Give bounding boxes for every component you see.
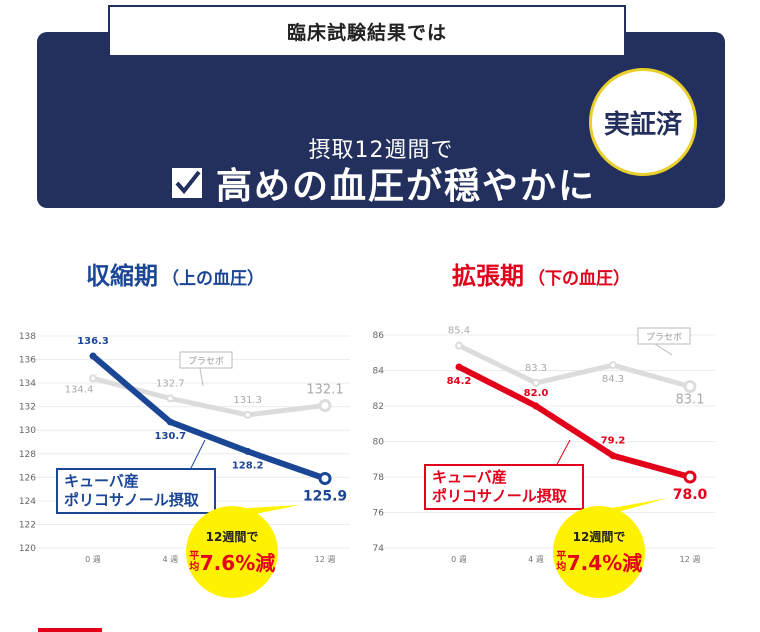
systolic-placebo-value: 131.3 (233, 395, 262, 406)
systolic-title-sub: （上の血圧） (162, 269, 264, 289)
diastolic-placebo-point (609, 361, 617, 370)
diastolic-result-period: 12週間で (572, 530, 626, 544)
systolic-intake-value: 128.2 (232, 460, 264, 471)
diastolic-result-bubble: 12週間で 平均 7.4%減 (553, 506, 645, 598)
diastolic-intake-value: 78.0 (673, 487, 708, 503)
diastolic-intake-line (457, 364, 691, 480)
diastolic-placebo-point (532, 378, 540, 387)
systolic-intake-label: キューバ産 ポリコサノール摂取 (56, 468, 216, 514)
verified-seal: 実証済 (589, 68, 697, 176)
systolic-intake-value: 130.7 (155, 431, 187, 442)
systolic-result-period: 12週間で (205, 530, 259, 544)
diastolic-placebo-tag: プラセボ (646, 332, 682, 343)
diastolic-x-tick-label: 0 週 (451, 555, 467, 564)
diastolic-result-prefix: 平均 (556, 550, 567, 573)
systolic-result-value: 7.6%減 (199, 551, 276, 575)
systolic-y-tick-label: 122 (19, 520, 36, 530)
diastolic-placebo-point (683, 379, 697, 393)
banner-subheading: 摂取12週間で (308, 138, 454, 163)
systolic-result-bubble: 12週間で 平均 7.6%減 (186, 506, 278, 598)
diastolic-y-tick-label: 74 (373, 544, 385, 554)
systolic-intake-value: 125.9 (303, 489, 347, 505)
diastolic-y-tick-label: 80 (373, 438, 385, 448)
systolic-y-tick-label: 124 (19, 497, 36, 507)
systolic-result-prefix: 平均 (189, 550, 200, 573)
diastolic-placebo-point (455, 341, 463, 350)
diastolic-title: 拡張期 （下の血圧） (452, 256, 630, 291)
systolic-placebo-tag-leader (199, 367, 204, 387)
systolic-y-tick-label: 130 (19, 426, 36, 436)
checkbox-icon (170, 166, 204, 200)
systolic-intake-label-line1: キューバ産 (64, 472, 139, 490)
diastolic-intake-value: 79.2 (601, 436, 626, 447)
systolic-x-tick-label: 0 週 (85, 555, 101, 564)
banner-headline: 高めの血圧が穏やかに (216, 166, 597, 207)
diastolic-y-tick-label: 82 (373, 402, 384, 412)
systolic-intake-point (166, 418, 174, 426)
systolic-placebo-tag: プラセボ (188, 356, 224, 367)
diastolic-intake-point (609, 452, 617, 460)
systolic-intake-label-line2: ポリコサノール摂取 (64, 491, 199, 509)
banner-headline-row: 高めの血圧が穏やかに (170, 160, 597, 207)
diastolic-intake-point (683, 470, 697, 484)
diastolic-placebo-value: 83.3 (525, 363, 547, 374)
systolic-x-tick-label: 12 週 (315, 555, 336, 564)
diastolic-x-tick-label: 4 週 (528, 555, 544, 564)
systolic-x-tick-label: 4 週 (163, 555, 179, 564)
diastolic-title-sub: （下の血圧） (528, 269, 630, 289)
systolic-intake-point (318, 472, 332, 486)
diastolic-placebo-value: 85.4 (448, 326, 470, 337)
diastolic-x-tick-label: 12 週 (680, 555, 701, 564)
systolic-intake-point (89, 352, 97, 360)
systolic-y-tick-label: 128 (19, 450, 36, 460)
systolic-intake-line (91, 353, 326, 482)
systolic-y-tick-label: 126 (19, 473, 36, 483)
diastolic-placebo-tag-leader (654, 343, 673, 356)
systolic-y-tick-label: 132 (19, 403, 36, 413)
systolic-placebo-value: 134.4 (65, 384, 94, 395)
banner-tag: 臨床試験結果では (108, 5, 626, 57)
systolic-y-tick-label: 136 (19, 356, 36, 366)
diastolic-intake-label-leader (554, 439, 571, 469)
diastolic-result-value: 7.4%減 (566, 551, 643, 575)
systolic-placebo-point (166, 394, 175, 403)
diastolic-intake-point (532, 402, 540, 410)
diastolic-intake-label: キューバ産 ポリコサノール摂取 (424, 464, 584, 510)
systolic-title-main: 収縮期 (86, 262, 158, 290)
section-accent-line (38, 628, 102, 632)
diastolic-y-tick-label: 76 (373, 509, 385, 519)
diastolic-intake-label-line2: ポリコサノール摂取 (432, 487, 567, 505)
systolic-placebo-value: 132.1 (306, 382, 343, 397)
diastolic-intake-point (455, 363, 463, 371)
systolic-intake-point (244, 447, 252, 455)
diastolic-y-tick-label: 84 (373, 367, 385, 377)
diastolic-y-tick-label: 86 (373, 331, 385, 341)
diastolic-intake-value: 82.0 (524, 388, 549, 399)
diastolic-placebo-value: 83.1 (676, 392, 705, 407)
systolic-intake-label-leader (189, 439, 206, 471)
systolic-placebo-point (243, 410, 252, 419)
diastolic-intake-value: 84.2 (447, 376, 472, 387)
diastolic-placebo-line (457, 343, 691, 389)
systolic-y-tick-label: 134 (19, 379, 36, 389)
diastolic-placebo-tag-box (637, 327, 691, 345)
systolic-placebo-point (89, 374, 97, 383)
systolic-placebo-point (318, 398, 332, 412)
systolic-title: 収縮期 （上の血圧） (86, 256, 264, 291)
diastolic-intake-label-line1: キューバ産 (432, 468, 507, 486)
systolic-y-tick-label: 138 (19, 332, 36, 342)
diastolic-y-tick-label: 78 (373, 473, 385, 483)
systolic-y-tick-label: 120 (19, 544, 36, 554)
diastolic-title-main: 拡張期 (452, 262, 524, 290)
systolic-intake-value: 136.3 (77, 336, 109, 347)
diastolic-placebo-value: 84.3 (602, 374, 624, 385)
systolic-placebo-value: 132.7 (156, 378, 185, 389)
systolic-placebo-tag-box (179, 351, 233, 369)
